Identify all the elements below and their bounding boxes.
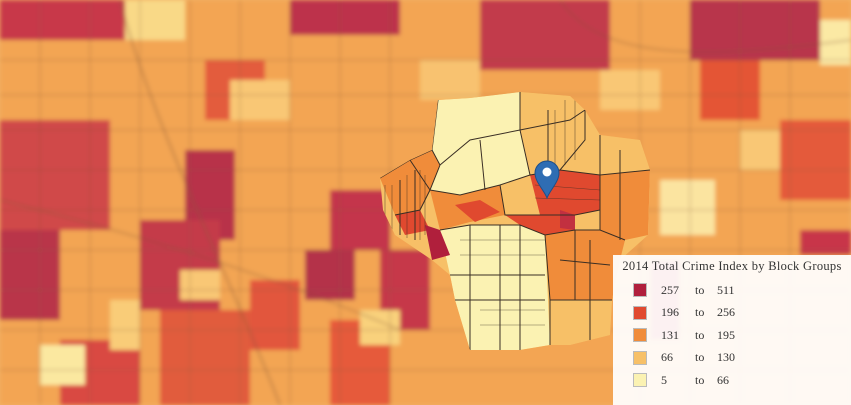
legend-item: 66 to 130 [621,347,843,370]
legend-high: 195 [717,327,735,342]
legend-high: 66 [717,372,729,387]
legend-item: 196 to 256 [621,302,843,325]
legend-title: 2014 Total Crime Index by Block Groups [622,259,842,273]
legend-to: to [695,350,705,365]
legend-high: 256 [717,305,735,320]
legend-swatch [633,283,647,298]
legend-swatch [633,373,647,388]
legend-swatch [633,328,647,343]
legend-low: 66 [661,350,673,365]
legend-low: 257 [661,282,679,297]
focus-area-block-groups [380,92,650,350]
legend-item: 257 to 511 [621,279,843,302]
legend-low: 131 [661,327,679,342]
legend-swatch [633,350,647,365]
legend-to: to [695,327,705,342]
legend-to: to [695,372,705,387]
legend-high: 130 [717,350,735,365]
legend-high: 511 [717,282,735,297]
legend-low: 196 [661,305,679,320]
legend-to: to [695,305,705,320]
legend-item: 5 to 66 [621,369,843,392]
legend-low: 5 [661,372,667,387]
legend-swatch [633,305,647,320]
legend-item: 131 to 195 [621,324,843,347]
map-pin-icon[interactable] [534,160,560,200]
legend-to: to [695,282,705,297]
map-legend: 2014 Total Crime Index by Block Groups 2… [613,255,851,405]
